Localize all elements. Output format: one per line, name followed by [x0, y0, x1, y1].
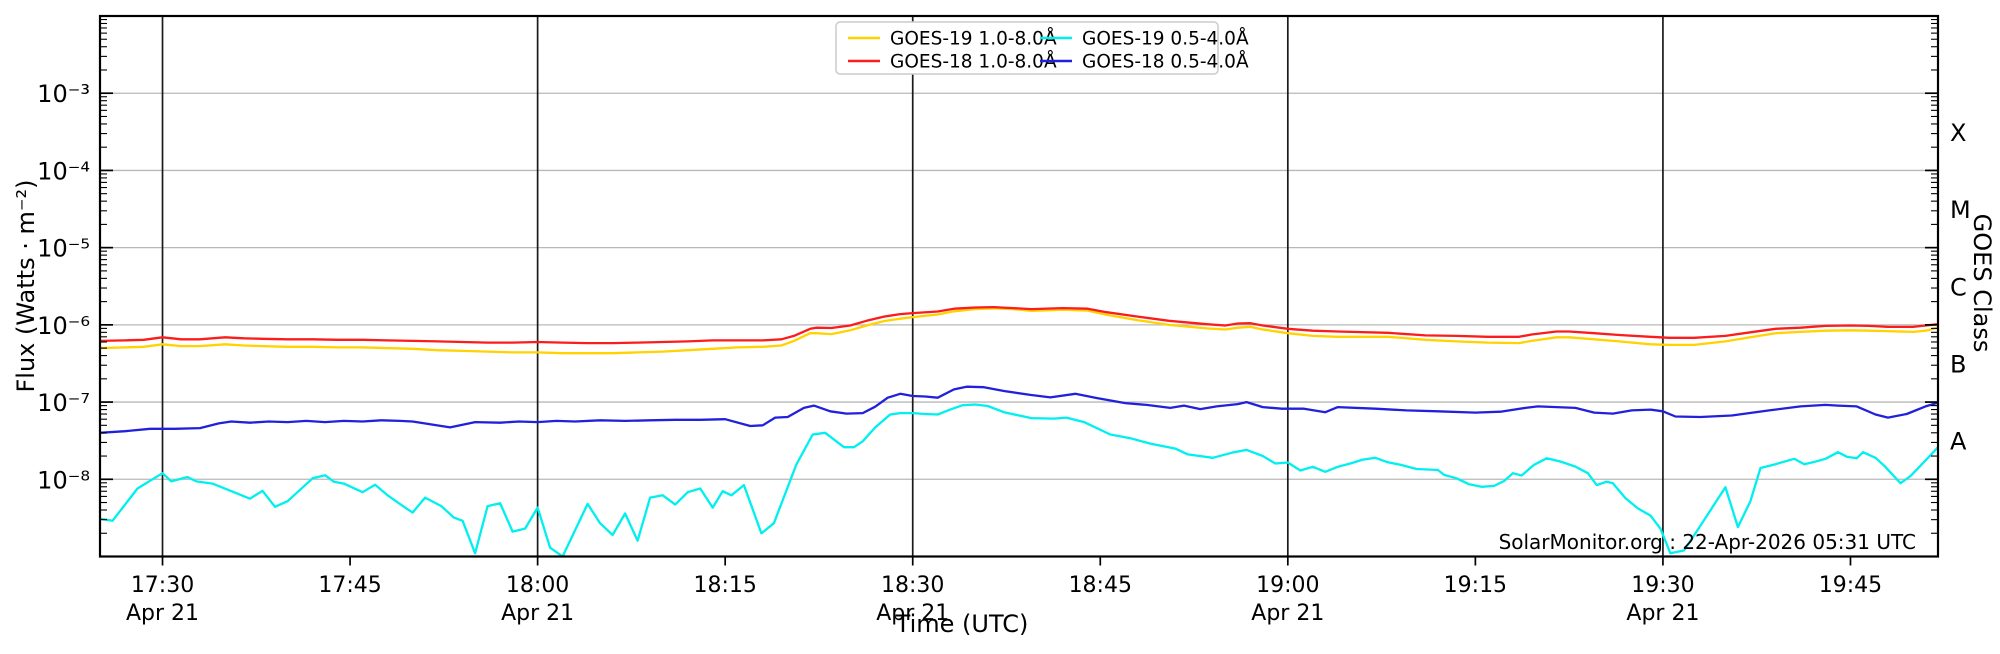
goes-class-label: M	[1950, 196, 1971, 224]
y-tick-label: 10⁻⁶	[37, 312, 90, 340]
x-tick-date-label: Apr 21	[1251, 601, 1324, 626]
x-tick-label: 18:30	[881, 573, 944, 598]
series-goes18-short-line	[100, 385, 1938, 434]
series-goes19-short-line	[100, 403, 1938, 557]
legend-label-goes19-short: GOES-19 0.5-4.0Å	[1082, 28, 1249, 50]
goes-class-label: C	[1950, 273, 1967, 301]
x-tick-date-label: Apr 21	[501, 601, 574, 626]
gridlines	[100, 16, 1938, 557]
y-tick-label: 10⁻⁸	[37, 466, 90, 494]
x-tick-label: 19:15	[1444, 573, 1507, 598]
plot-frame	[98, 14, 1940, 558]
legend-label-goes18-short: GOES-18 0.5-4.0Å	[1082, 51, 1249, 73]
goes-class-label: X	[1950, 119, 1966, 147]
x-tick-label: 19:45	[1819, 573, 1882, 598]
y-tick-label: 10⁻⁴	[37, 157, 90, 185]
y-tick-label: 10⁻⁷	[37, 389, 90, 417]
axis-ticks: 10⁻³ 10⁻⁴ 10⁻⁵ 10⁻⁶ 10⁻⁷ 10⁻⁸ X M C B A 17:30 Apr 21…	[37, 15, 1971, 626]
x-tick-label: 18:45	[1069, 573, 1132, 598]
x-tick-date-label: Apr 21	[876, 601, 949, 626]
y-tick-label: 10⁻³	[37, 80, 90, 108]
series-goes19-long-line	[100, 307, 1938, 355]
watermark-text: SolarMonitor.org : 22-Apr-2026 05:31 UTC	[1499, 530, 1916, 554]
x-tick-label: 19:00	[1256, 573, 1319, 598]
x-tick-date-label: Apr 21	[1626, 601, 1699, 626]
x-tick-label: 18:15	[693, 573, 756, 598]
goes-class-label: A	[1950, 428, 1967, 456]
flux-curves	[100, 305, 1938, 557]
x-tick-label: 17:45	[318, 573, 381, 598]
x-tick-label: 19:30	[1631, 573, 1694, 598]
x-tick-label: 17:30	[131, 573, 194, 598]
legend-label-goes18-long: GOES-18 1.0-8.0Å	[890, 51, 1057, 73]
right-axis-label: GOES Class	[1968, 214, 1996, 353]
y-tick-label: 10⁻⁵	[37, 235, 90, 263]
legend-label-goes19-long: GOES-19 1.0-8.0Å	[890, 28, 1057, 50]
legend-box	[835, 21, 1219, 75]
x-axis-label: Time (UTC)	[895, 610, 1029, 638]
x-tick-label: 18:00	[506, 573, 569, 598]
series-goes18-long-line	[100, 305, 1938, 345]
x-tick-date-label: Apr 21	[126, 601, 199, 626]
goes-class-label: B	[1950, 350, 1966, 378]
y-axis-label: Flux (Watts · m⁻²)	[12, 179, 40, 392]
